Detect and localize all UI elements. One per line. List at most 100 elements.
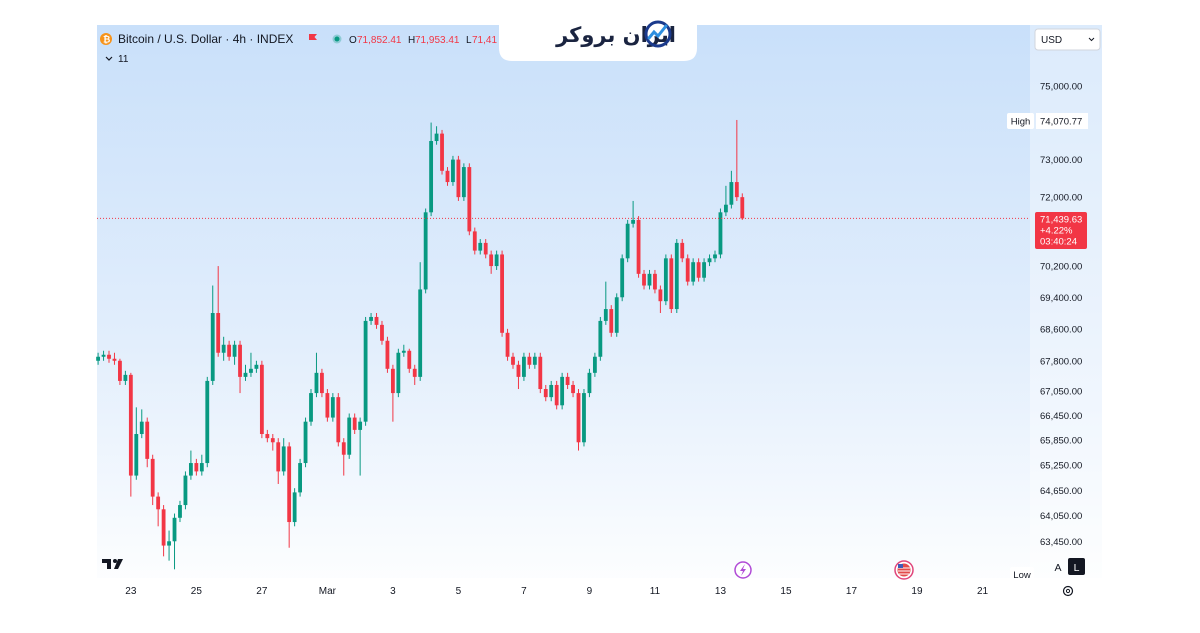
candle-body (396, 352, 401, 394)
candle-body (636, 219, 641, 274)
y-tick-label: 67,050.00 (1040, 387, 1082, 398)
candle-body (156, 496, 161, 510)
candle-body (592, 356, 597, 373)
candle-body (576, 393, 581, 443)
y-tick-label: 75,000.00 (1040, 82, 1082, 93)
x-tick-label: 11 (650, 586, 661, 597)
ohlc-key: O (349, 35, 357, 46)
currency-label[interactable]: USD (1041, 35, 1062, 46)
x-tick-label: 23 (125, 586, 137, 597)
candle-body (238, 344, 242, 377)
candle-body (320, 372, 324, 394)
candle-body (653, 273, 657, 290)
candle-body (647, 273, 652, 286)
candle-body (216, 313, 221, 353)
event-icon[interactable] (734, 561, 752, 579)
status-dot-core (334, 36, 340, 42)
candle-body (702, 262, 706, 278)
x-tick-label: 15 (780, 586, 792, 597)
low-tag (1010, 567, 1034, 582)
log-scale-button[interactable]: L (1074, 562, 1080, 574)
candle-body (330, 397, 335, 418)
candle-body (423, 212, 428, 290)
currency-select[interactable] (1034, 28, 1101, 51)
candle-body (522, 356, 526, 377)
y-tick-label: 67,800.00 (1040, 356, 1082, 367)
candle-body (167, 541, 171, 546)
candle-body (532, 356, 537, 365)
indicator-count[interactable]: 11 (118, 54, 129, 65)
candle-body (363, 320, 368, 422)
economic-event-icon[interactable] (894, 560, 914, 580)
candle-body (309, 393, 313, 422)
last-price: 71,439.63 (1040, 215, 1082, 226)
candle-body (478, 242, 483, 251)
candle-body (429, 141, 434, 213)
candle-body (341, 442, 346, 455)
candle-body (680, 242, 685, 259)
candle-body (587, 372, 592, 394)
candle-body (440, 133, 444, 171)
indicator-toggle[interactable] (105, 56, 113, 61)
legend: ₿ Bitcoin / U.S. Dollar · 4h · INDEX O 7… (100, 32, 497, 46)
candle-body (303, 421, 308, 464)
log-scale-button-bg[interactable] (1068, 558, 1085, 575)
candle-body (631, 219, 636, 224)
last-price-box (1035, 212, 1087, 249)
flag-icon[interactable] (309, 34, 317, 40)
x-tick-label: 7 (521, 586, 527, 597)
bar-countdown: 03:40:24 (1040, 237, 1077, 248)
candle-body (505, 332, 510, 357)
candle-body (740, 197, 745, 219)
candle-body (445, 170, 450, 183)
candle-body (620, 258, 625, 298)
auto-scale-button[interactable]: A (1054, 562, 1061, 574)
candle-body (691, 262, 696, 282)
candle-body (718, 212, 723, 255)
symbol-title[interactable]: Bitcoin / U.S. Dollar · 4h · INDEX (118, 32, 293, 46)
y-tick-label: 68,600.00 (1040, 324, 1082, 335)
candle-body (128, 374, 133, 476)
candle-body (456, 159, 461, 198)
candle-body (489, 254, 494, 267)
candle-body (188, 463, 193, 476)
candle-body (663, 258, 668, 302)
x-tick-label: 21 (977, 586, 989, 597)
candle-body (598, 320, 603, 357)
candle-body (292, 492, 297, 523)
candle-body (369, 316, 373, 321)
candle-body (123, 374, 128, 381)
last-change: +4.22% (1040, 226, 1073, 237)
candle-body (560, 376, 565, 406)
y-tick-label: 72,000.00 (1040, 193, 1082, 204)
candle-body (112, 358, 117, 361)
candle-body (412, 368, 417, 377)
candle-body (183, 475, 188, 506)
x-tick-label: 5 (456, 586, 462, 597)
high-tag-text: High (1011, 117, 1031, 128)
time-axis (97, 578, 1102, 603)
candle-body (729, 182, 734, 205)
x-tick-label: 3 (390, 586, 396, 597)
candle-body (178, 505, 182, 518)
candle-body (685, 258, 690, 282)
candle-body (96, 356, 101, 361)
y-tick-label: 65,250.00 (1040, 461, 1082, 472)
candle-body (161, 509, 166, 546)
settings-icon[interactable] (1062, 585, 1074, 597)
ohlc-key: H (408, 35, 415, 46)
candle-body (259, 364, 264, 435)
x-tick-label: 27 (256, 586, 268, 597)
candle-body (603, 309, 608, 321)
high-value: 74,070.77 (1040, 117, 1082, 128)
candle-body (713, 254, 717, 259)
y-tick-label: 73,000.00 (1040, 155, 1082, 166)
candle-body (527, 356, 532, 365)
symbol-icon (100, 33, 112, 45)
candle-body (374, 316, 379, 325)
candle-body (254, 364, 259, 369)
candle-body (565, 376, 570, 385)
candle-body (281, 446, 286, 472)
candle-body (614, 297, 619, 333)
